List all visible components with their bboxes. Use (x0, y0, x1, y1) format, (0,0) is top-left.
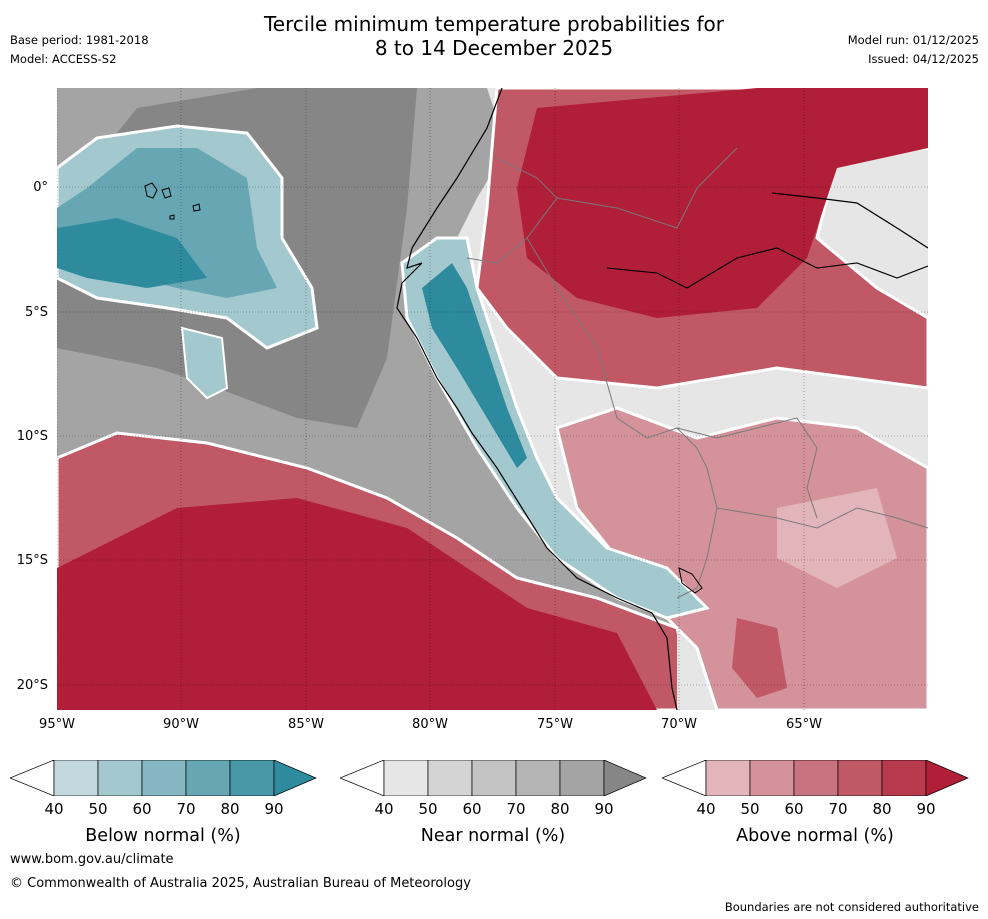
below-normal-colorbar (10, 760, 317, 796)
lat-label-15s: 15°S (16, 553, 48, 568)
below-tick-40: 40 (44, 800, 64, 818)
below-swatch-6 (273, 760, 317, 796)
lake-titicaca (678, 567, 703, 594)
above-swatch-6 (925, 760, 969, 796)
country-borders (466, 147, 928, 599)
below-normal-small-region (180, 326, 229, 400)
above-tick-90: 90 (916, 800, 936, 818)
below-tick-90: 90 (264, 800, 284, 818)
below-swatch-2 (97, 760, 143, 796)
below-tick-80: 80 (220, 800, 240, 818)
issued-label: Issued: 04/12/2025 (868, 52, 979, 66)
title-line-1: Tercile minimum temperature probabilitie… (263, 12, 725, 36)
near-swatch-0 (340, 760, 385, 796)
lon-label-95w: 95°W (39, 717, 75, 732)
page-title: Tercile minimum temperature probabilitie… (0, 12, 988, 60)
near-tick-60: 60 (462, 800, 482, 818)
near-swatch-5 (559, 760, 605, 796)
near-tick-70: 70 (506, 800, 526, 818)
near-normal-colorbar (340, 760, 647, 796)
near-swatch-2 (427, 760, 473, 796)
lon-label-90w: 90°W (163, 717, 199, 732)
lat-label-5s: 5°S (24, 305, 48, 320)
near-tick-80: 80 (550, 800, 570, 818)
below-tick-50: 50 (88, 800, 108, 818)
above-normal-colorbar (662, 760, 969, 796)
near-tick-90: 90 (594, 800, 614, 818)
above-swatch-2 (749, 760, 795, 796)
lon-label-80w: 80°W (412, 717, 448, 732)
title-line-2: 8 to 14 December 2025 (374, 36, 614, 60)
below-normal-title: Below normal (%) (85, 826, 241, 846)
probability-map (57, 88, 928, 710)
above-normal-land-east (777, 488, 897, 588)
near-normal-title: Near normal (%) (420, 826, 566, 846)
above-tick-80: 80 (872, 800, 892, 818)
copyright-text: © Commonwealth of Australia 2025, Austra… (10, 876, 471, 891)
above-swatch-4 (837, 760, 883, 796)
above-tick-70: 70 (828, 800, 848, 818)
lat-label-10s: 10°S (16, 429, 48, 444)
below-swatch-5 (229, 760, 275, 796)
lon-label-85w: 85°W (288, 717, 324, 732)
near-tick-50: 50 (418, 800, 438, 818)
base-period-label: Base period: 1981-2018 (10, 33, 149, 47)
near-swatch-6 (603, 760, 647, 796)
above-normal-land-core (517, 88, 928, 318)
river-solimoes (606, 247, 928, 289)
galapagos-islands (144, 182, 201, 220)
disclaimer-text: Boundaries are not considered authoritat… (724, 900, 979, 914)
near-swatch-3 (471, 760, 517, 796)
near-swatch-1 (383, 760, 429, 796)
below-swatch-0 (10, 760, 55, 796)
website-link[interactable]: www.bom.gov.au/climate (10, 852, 174, 867)
coastline (396, 88, 678, 710)
map-svg (57, 88, 928, 710)
above-swatch-1 (705, 760, 751, 796)
near-swatch-4 (515, 760, 561, 796)
below-swatch-1 (53, 760, 99, 796)
above-normal-land-south-core (732, 618, 787, 698)
below-swatch-3 (141, 760, 187, 796)
below-tick-70: 70 (176, 800, 196, 818)
above-tick-60: 60 (784, 800, 804, 818)
lat-label-0: 0° (33, 180, 48, 195)
lon-label-75w: 75°W (537, 717, 573, 732)
below-swatch-4 (185, 760, 231, 796)
above-normal-title: Above normal (%) (736, 826, 894, 846)
below-normal-coastal-core (422, 263, 527, 468)
lon-label-70w: 70°W (661, 717, 697, 732)
graticule (57, 88, 928, 710)
above-swatch-3 (793, 760, 839, 796)
above-tick-50: 50 (740, 800, 760, 818)
lat-label-20s: 20°S (16, 678, 48, 693)
model-label: Model: ACCESS-S2 (10, 52, 117, 66)
below-normal-west-core (57, 218, 207, 288)
river-amazon (771, 192, 928, 249)
above-swatch-0 (662, 760, 707, 796)
above-swatch-5 (881, 760, 927, 796)
lon-label-65w: 65°W (786, 717, 822, 732)
below-tick-60: 60 (132, 800, 152, 818)
above-normal-ocean-core (57, 498, 657, 710)
model-run-label: Model run: 01/12/2025 (847, 33, 979, 47)
above-tick-40: 40 (696, 800, 716, 818)
near-tick-40: 40 (374, 800, 394, 818)
